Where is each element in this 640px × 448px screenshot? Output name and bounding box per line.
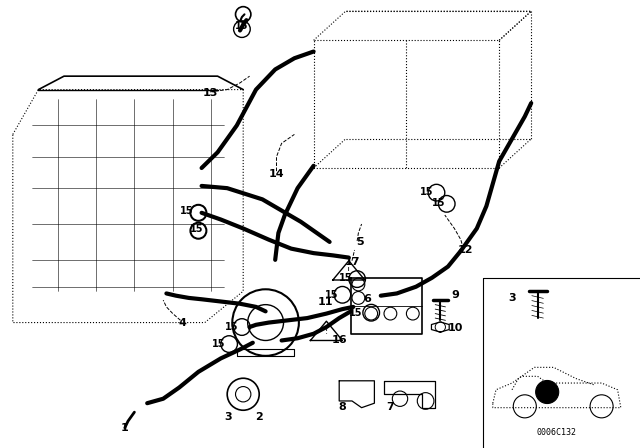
Text: 15: 15 bbox=[324, 290, 339, 300]
Text: 13: 13 bbox=[202, 88, 218, 98]
Text: 5: 5 bbox=[356, 237, 364, 247]
Circle shape bbox=[536, 380, 559, 404]
Text: 3: 3 bbox=[508, 293, 516, 303]
Text: 4: 4 bbox=[179, 318, 186, 327]
Text: 15: 15 bbox=[190, 224, 204, 234]
Text: 16: 16 bbox=[332, 335, 347, 345]
Text: 10: 10 bbox=[448, 323, 463, 333]
Text: 15: 15 bbox=[348, 308, 362, 318]
Text: 2: 2 bbox=[255, 412, 263, 422]
Text: 15: 15 bbox=[431, 198, 445, 208]
Text: 15: 15 bbox=[225, 322, 239, 332]
Text: 6: 6 bbox=[363, 294, 371, 304]
Text: 15: 15 bbox=[419, 187, 433, 197]
Text: 3: 3 bbox=[225, 412, 232, 422]
Text: 14: 14 bbox=[269, 169, 284, 179]
Text: 7: 7 bbox=[387, 402, 394, 412]
Text: 15: 15 bbox=[212, 339, 226, 349]
Text: 11: 11 bbox=[317, 297, 333, 307]
Text: 15: 15 bbox=[180, 207, 194, 216]
Text: 12: 12 bbox=[458, 245, 474, 255]
Text: 15: 15 bbox=[235, 21, 249, 31]
Text: 0006C132: 0006C132 bbox=[537, 428, 577, 437]
Text: !: ! bbox=[324, 327, 328, 336]
Text: !: ! bbox=[347, 267, 351, 276]
Text: 15: 15 bbox=[339, 273, 353, 283]
Text: 1: 1 bbox=[121, 423, 129, 433]
Text: 17: 17 bbox=[344, 257, 360, 267]
Text: 8: 8 bbox=[339, 402, 346, 412]
Text: 9: 9 bbox=[452, 290, 460, 300]
